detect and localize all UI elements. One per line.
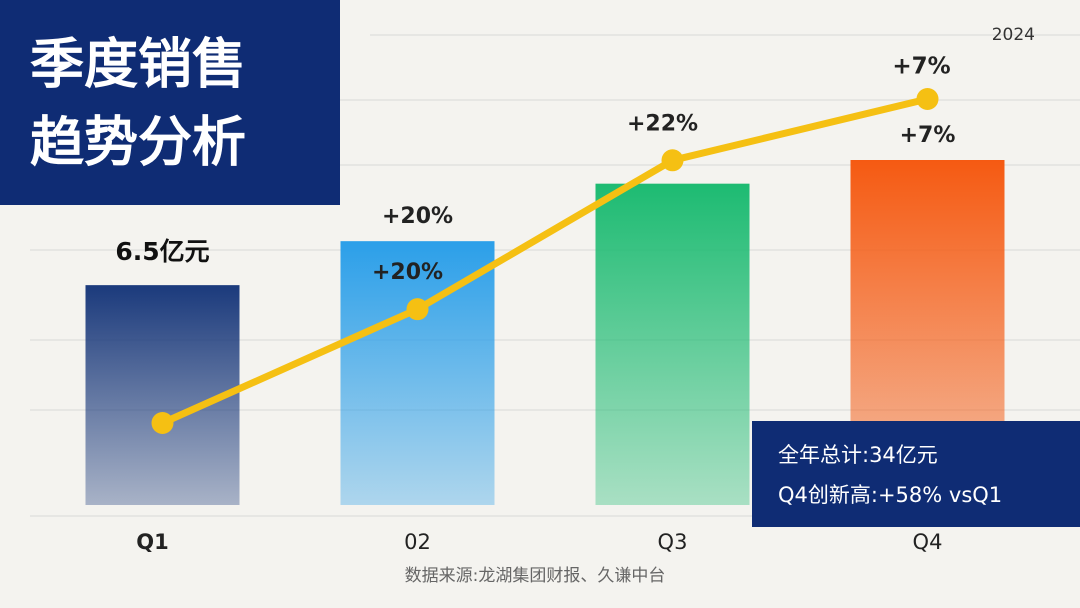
x-tick-label: Q1 <box>136 530 168 554</box>
bar <box>85 285 240 505</box>
annotation: 全年总计:34亿元 <box>778 443 938 467</box>
data-label: 6.5亿元 <box>115 237 209 266</box>
year-label: 2024 <box>992 25 1035 45</box>
growth-label: +20% <box>372 260 443 285</box>
source-note: 数据来源:龙湖集团财报、久谦中台 <box>405 566 666 586</box>
marks: 6.5亿元 Q1 +20% 02 Q3 +7% Q4 +7% +20% +22% <box>85 54 1005 554</box>
chart-title: 季度销售 <box>30 33 246 96</box>
x-tick-label: Q3 <box>658 530 688 554</box>
growth-label: +7% <box>892 54 950 80</box>
x-tick-label: Q4 <box>913 530 943 554</box>
bar <box>340 241 495 506</box>
trend-point <box>151 412 174 434</box>
title-box <box>0 0 340 205</box>
annotation-box <box>752 421 1080 527</box>
growth-label: +7% <box>900 123 956 148</box>
trend-line <box>159 95 931 427</box>
growth-label: +20% <box>382 204 453 229</box>
trend-point <box>661 149 684 172</box>
trend-point <box>406 298 429 321</box>
growth-label: +22% <box>627 111 698 136</box>
trend-point <box>916 88 939 110</box>
chart-title: 趋势分析 <box>30 111 246 174</box>
bar <box>595 183 750 506</box>
annotation: Q4创新高:+58% vsQ1 <box>778 483 1002 507</box>
x-tick-label: 02 <box>404 530 431 554</box>
